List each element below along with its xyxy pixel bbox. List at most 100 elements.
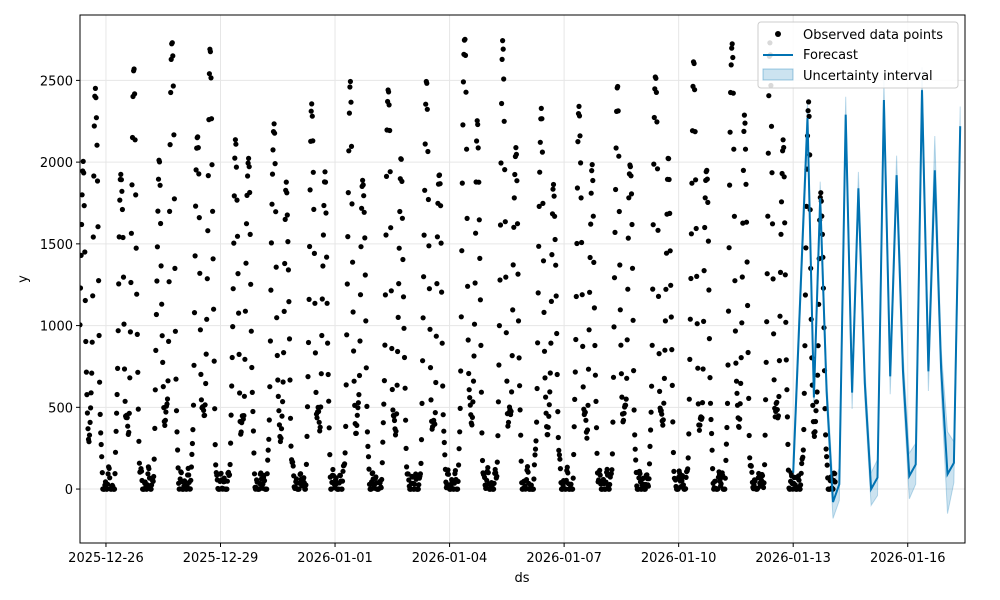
observed-point [133,192,139,198]
observed-point [202,412,208,418]
observed-point [781,174,787,180]
observed-point [687,316,693,322]
observed-point [251,471,258,477]
observed-point [781,144,787,151]
observed-point [208,75,214,81]
observed-point [212,442,218,448]
observed-point [389,386,395,393]
observed-point [458,314,464,320]
observed-point [621,410,627,416]
observed-point [233,141,239,147]
observed-point [777,269,784,275]
observed-point [551,193,557,199]
observed-point [604,466,610,472]
observed-point [175,465,181,471]
observed-point [85,426,91,432]
observed-point [737,416,743,422]
observed-point [806,113,812,119]
observed-point [670,419,676,425]
observed-point [303,461,309,467]
observed-point [648,427,654,433]
observed-point [381,401,387,407]
observed-point [464,215,470,221]
observed-point [339,486,345,492]
observed-point [686,431,692,437]
observed-point [628,191,635,197]
observed-point [212,406,218,412]
observed-point [647,443,653,449]
observed-point [236,310,242,316]
observed-point [812,429,818,435]
observed-point [564,464,570,470]
observed-point [797,486,803,492]
observed-point [165,378,171,384]
observed-point [727,129,733,135]
observed-point [275,377,281,383]
observed-point [288,443,294,449]
observed-point [752,478,758,484]
observed-point [80,221,85,228]
observed-point [813,408,819,414]
observed-point [494,473,500,479]
observed-point [156,159,163,165]
observed-point [518,458,524,464]
observed-point [285,239,291,245]
observed-point [514,178,520,184]
observed-point [280,399,286,405]
observed-point [434,281,440,287]
observed-point [540,200,546,206]
observed-point [400,294,407,300]
observed-point [247,231,253,237]
observed-point [421,274,427,280]
observed-point [159,333,165,339]
observed-point [824,454,830,460]
observed-point [82,249,88,255]
observed-point [314,415,320,421]
observed-point [318,404,324,410]
observed-point [525,469,531,475]
observed-point [732,278,738,284]
observed-point [117,197,123,203]
y-tick-label: 2000 [40,156,73,171]
observed-point [148,486,154,492]
observed-point [135,369,141,375]
observed-point [463,89,469,95]
observed-point [325,371,331,378]
observed-point [348,99,354,105]
observed-point [437,181,443,187]
observed-point [798,482,804,488]
observed-point [357,338,363,344]
observed-point [478,389,484,395]
observed-point [303,482,309,488]
observed-point [269,171,276,177]
observed-point [802,343,808,349]
observed-point [683,486,689,492]
observed-point [94,142,100,148]
observed-point [422,141,428,147]
observed-point [573,293,579,300]
observed-point [132,137,138,143]
x-tick-label: 2026-01-07 [526,551,602,566]
observed-point [433,379,439,386]
observed-point [138,468,145,474]
observed-point [700,366,706,372]
observed-point [136,438,142,444]
observed-point [210,208,216,214]
observed-point [702,195,708,201]
observed-point [224,478,230,484]
observed-point [144,482,150,488]
observed-point [120,274,127,280]
observed-point [351,378,357,384]
observed-point [554,330,560,337]
observed-point [394,382,400,388]
observed-point [799,460,805,467]
observed-point [433,333,439,339]
observed-point [162,417,168,423]
observed-point [343,382,349,388]
observed-point [571,451,577,458]
observed-point [370,470,376,476]
observed-point [695,365,701,371]
observed-point [485,470,491,476]
observed-point [396,245,402,251]
observed-point [208,116,215,122]
